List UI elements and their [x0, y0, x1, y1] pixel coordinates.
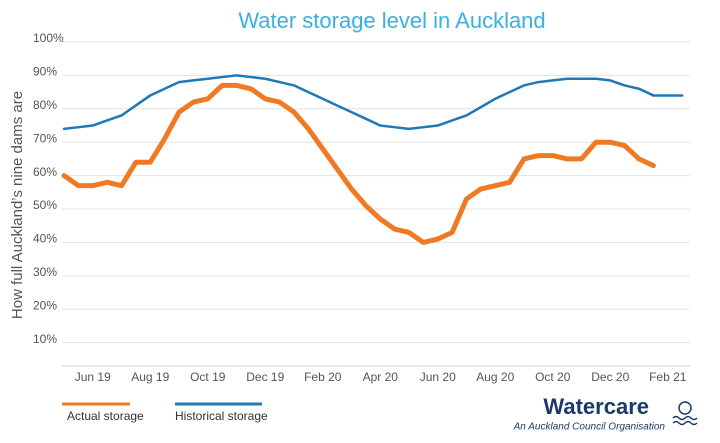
brand-icon [672, 401, 698, 426]
x-tick-label: Jun 20 [420, 370, 456, 384]
x-tick-label: Dec 20 [591, 370, 629, 384]
x-tick-label: Feb 20 [304, 370, 342, 384]
x-tick-label: Oct 19 [190, 370, 226, 384]
y-tick-label: 70% [33, 131, 57, 145]
x-tick-label: Dec 19 [246, 370, 284, 384]
y-tick-label: 40% [33, 232, 57, 246]
y-tick-label: 50% [33, 198, 57, 212]
legend-label: Historical storage [175, 409, 268, 423]
data-line [62, 74, 684, 131]
y-tick-label: 80% [33, 98, 57, 112]
x-tick-label: Feb 21 [649, 370, 687, 384]
y-tick-label: 60% [33, 165, 57, 179]
brand-tagline: An Auckland Council Organisation [513, 422, 666, 433]
x-tick-label: Jun 19 [75, 370, 111, 384]
legend-label: Actual storage [67, 409, 144, 423]
y-tick-label: 10% [33, 332, 57, 346]
x-tick-label: Aug 19 [131, 370, 169, 384]
x-tick-label: Aug 20 [476, 370, 514, 384]
y-tick-label: 90% [33, 65, 57, 79]
chart-title: Water storage level in Auckland [238, 8, 545, 33]
logo: Watercare An Auckland Council Organisati… [513, 394, 698, 433]
brand-name: Watercare [543, 394, 649, 419]
y-tick-label: 20% [33, 298, 57, 312]
y-tick-label: 30% [33, 265, 57, 279]
y-axis-label: How full Auckland’s nine dams are [9, 91, 26, 319]
x-tick-label: Oct 20 [535, 370, 571, 384]
y-tick-label: 100% [33, 31, 64, 45]
data-line [61, 82, 656, 245]
x-tick-label: Apr 20 [363, 370, 399, 384]
